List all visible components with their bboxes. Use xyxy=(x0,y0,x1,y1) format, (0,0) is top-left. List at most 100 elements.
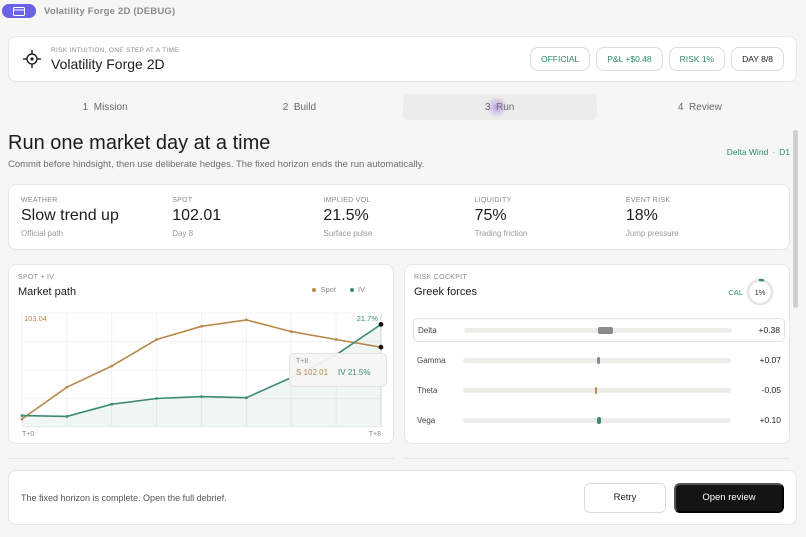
stat-label: IMPLIED VOL xyxy=(323,197,371,204)
stat-value: Slow trend up xyxy=(21,207,119,224)
stat-weather: WEATHER Slow trend up Official path xyxy=(21,197,172,238)
greek-value: +0.38 xyxy=(758,325,780,335)
risk-title: Greek forces xyxy=(414,286,477,298)
stat-implied-vol: IMPLIED VOL 21.5% Surface pulse xyxy=(323,197,474,238)
greek-bar xyxy=(463,386,731,394)
spot-point xyxy=(155,338,159,341)
greek-bar xyxy=(463,356,731,364)
greek-value: +0.07 xyxy=(759,355,781,365)
footer-message: The fixed horizon is complete. Open the … xyxy=(21,492,227,503)
window-title: Volatility Forge 2D (DEBUG) xyxy=(44,5,176,17)
risk-ring-value: 1% xyxy=(754,287,766,297)
greek-name: Gamma xyxy=(417,355,446,365)
tooltip-spot: S 102.01 xyxy=(296,368,329,377)
risk-ring-arc xyxy=(746,278,774,306)
tooltip-day: T+8 xyxy=(296,358,309,365)
spot-max-label: 103.04 xyxy=(24,314,47,323)
tab-mission[interactable]: 1 Mission xyxy=(8,94,202,120)
stat-label: LIQUIDITY xyxy=(474,197,512,204)
app-header: RISK INTUITION, ONE STEP AT A TIME Volat… xyxy=(8,36,797,82)
greek-bar xyxy=(464,326,732,334)
market-path-card: 103.04 21.7% T+0 T+8 SPOT + IV Market pa… xyxy=(8,264,394,444)
risk-eyebrow: RISK COCKPIT xyxy=(414,274,467,281)
greek-name: Vega xyxy=(417,415,436,425)
step-tabs: 1 Mission 2 Build 3 Run 4 Review xyxy=(8,94,797,120)
crosshair-logo-icon xyxy=(21,48,43,70)
pnl-chip: P&L +$0.48 xyxy=(596,47,663,71)
stat-event-risk: EVENT RISK 18% Jump pressure xyxy=(625,197,777,238)
spot-point xyxy=(378,344,384,350)
preset-separator: · xyxy=(772,147,776,157)
stat-liquidity: LIQUIDITY 75% Trading friction xyxy=(474,197,626,238)
legend-spot-dot xyxy=(312,287,317,292)
tab-number: 1 xyxy=(82,101,89,113)
chart-legend: Spot IV xyxy=(312,285,365,294)
spot-point xyxy=(20,417,24,421)
greek-row-theta: Theta -0.05 xyxy=(413,378,785,402)
tab-number: 4 xyxy=(677,101,684,113)
stat-spot: SPOT 102.01 Day 8 xyxy=(172,197,323,238)
stat-value: 18% xyxy=(625,207,658,224)
greek-marker xyxy=(598,326,614,334)
greek-name: Theta xyxy=(417,385,438,395)
iv-point xyxy=(200,395,203,398)
x-end-tick: T+8 xyxy=(369,431,381,438)
tab-build[interactable]: 2 Build xyxy=(202,94,396,120)
chart-title: Market path xyxy=(18,286,77,298)
next-card-edge xyxy=(8,458,394,462)
legend-iv-label: IV xyxy=(357,285,365,294)
legend-iv: IV xyxy=(349,285,365,294)
iv-point xyxy=(20,414,24,417)
stat-value: 75% xyxy=(474,207,507,224)
app-window-icon xyxy=(13,6,25,16)
tab-number: 2 xyxy=(282,101,289,113)
app-tagline: RISK INTUITION, ONE STEP AT A TIME xyxy=(51,46,179,54)
chart-eyebrow: SPOT + IV xyxy=(18,274,55,281)
open-review-button[interactable]: Open review xyxy=(674,482,784,513)
greek-value: -0.05 xyxy=(761,385,781,395)
iv-end-label: 21.7% xyxy=(357,314,379,323)
tooltip-iv: IV 21.5% xyxy=(338,368,371,377)
tab-label: Review xyxy=(689,101,722,113)
risk-ring-gauge xyxy=(746,278,774,306)
stat-sub: Trading friction xyxy=(474,229,528,238)
x-start-tick: T+0 xyxy=(22,431,34,438)
greek-marker xyxy=(597,356,600,364)
tab-label: Build xyxy=(293,101,317,113)
tab-run[interactable]: 3 Run xyxy=(402,94,597,120)
iv-point xyxy=(244,396,248,400)
mode-chip: OFFICIAL xyxy=(530,47,591,71)
next-card-edge xyxy=(404,458,790,462)
stat-label: SPOT xyxy=(172,197,193,204)
stat-sub: Surface pulse xyxy=(323,229,373,238)
greek-name: Delta xyxy=(418,325,437,335)
page-subtitle: Commit before hindsight, then use delibe… xyxy=(8,159,425,170)
stat-sub: Day 8 xyxy=(172,229,194,238)
greek-row-gamma: Gamma +0.07 xyxy=(413,348,785,372)
day-chip: DAY 8/8 xyxy=(731,47,784,71)
spot-point xyxy=(65,385,69,389)
greek-row-delta: Delta +0.38 xyxy=(413,318,785,342)
calibration-label: CAL xyxy=(728,288,743,297)
stat-sub: Official path xyxy=(21,229,64,238)
retry-button[interactable]: Retry xyxy=(584,482,666,513)
preset-code: D1 xyxy=(779,147,790,157)
chart-tooltip: T+8 S 102.01 IV 21.5% xyxy=(289,353,387,387)
spot-point xyxy=(200,324,203,328)
scenario-preset: Delta Wind · D1 xyxy=(727,147,790,157)
stat-label: WEATHER xyxy=(21,197,58,204)
page-title: Run one market day at a time xyxy=(8,132,271,154)
stat-label: EVENT RISK xyxy=(625,197,671,204)
stat-sub: Jump pressure xyxy=(625,229,679,238)
spot-point xyxy=(334,338,338,341)
iv-area xyxy=(22,324,381,427)
page-scrollbar[interactable] xyxy=(793,130,798,308)
footer-action-card: The fixed horizon is complete. Open the … xyxy=(8,470,797,525)
stat-value: 102.01 xyxy=(172,207,222,224)
tab-review[interactable]: 4 Review xyxy=(603,94,797,120)
iv-point xyxy=(65,414,69,418)
tab-label: Mission xyxy=(93,101,128,113)
legend-spot: Spot xyxy=(312,285,336,294)
iv-point xyxy=(110,402,114,406)
app-title: Volatility Forge 2D xyxy=(51,55,165,72)
